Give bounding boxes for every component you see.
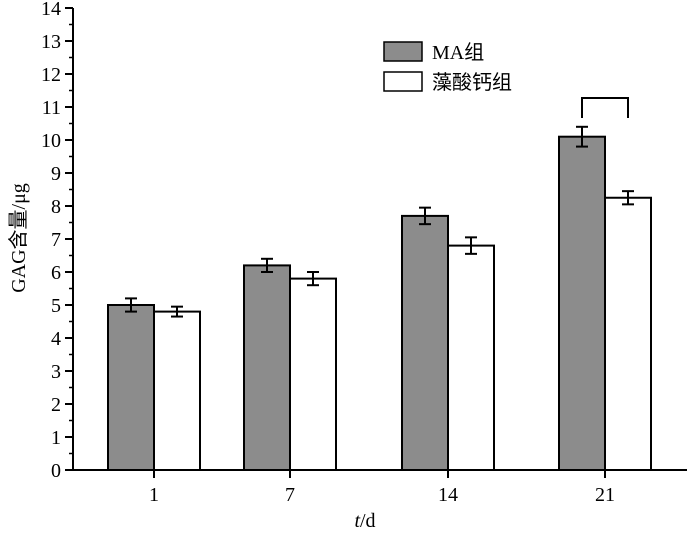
y-tick-label: 10 [41,130,61,152]
bar-calcium-alginate [153,310,201,471]
legend-swatch-ma [383,41,423,62]
y-tick-label: 3 [51,361,61,383]
error-bars [125,125,634,318]
legend-swatch-calcium-alginate [383,71,423,92]
y-tick-label: 12 [41,64,61,86]
x-tick-label: 21 [595,484,615,506]
x-axis-title: t/d [354,510,375,532]
x-axis-ticks: 1 7 14 21 [149,470,615,506]
x-axis-title-italic: t [354,510,360,532]
bar-ma [243,264,291,471]
y-tick-label: 4 [51,328,61,350]
bar-ma [558,135,606,471]
bars [107,135,652,471]
legend-label-ma: MA组 [432,41,484,64]
x-tick-label: 1 [149,484,159,506]
y-tick-label: 14 [41,0,61,20]
bar-calcium-alginate [604,196,652,471]
y-tick-label: 0 [51,460,61,482]
y-tick-label: 6 [51,262,61,284]
y-axis-title: GAG含量/μg [7,183,30,293]
bar-ma [401,214,449,471]
y-tick-label: 11 [42,97,61,119]
y-tick-label: 5 [51,295,61,317]
y-tick-label: 9 [51,163,61,185]
y-tick-label: 2 [51,394,61,416]
bar-ma [107,304,155,471]
x-tick-label: 7 [285,484,295,506]
bar-calcium-alginate [289,277,337,471]
y-tick-label: 13 [41,31,61,53]
y-tick-label: 8 [51,196,61,218]
legend: MA组 藻酸钙组 [383,41,512,94]
significance-bracket [581,97,629,118]
bar-calcium-alginate [447,244,495,471]
bracket-line [581,97,629,118]
x-tick-label: 14 [438,484,458,506]
legend-label-calcium-alginate: 藻酸钙组 [432,71,512,94]
y-tick-label: 1 [51,427,61,449]
y-tick-label: 7 [51,229,61,251]
x-axis-title-rest: /d [360,510,376,532]
